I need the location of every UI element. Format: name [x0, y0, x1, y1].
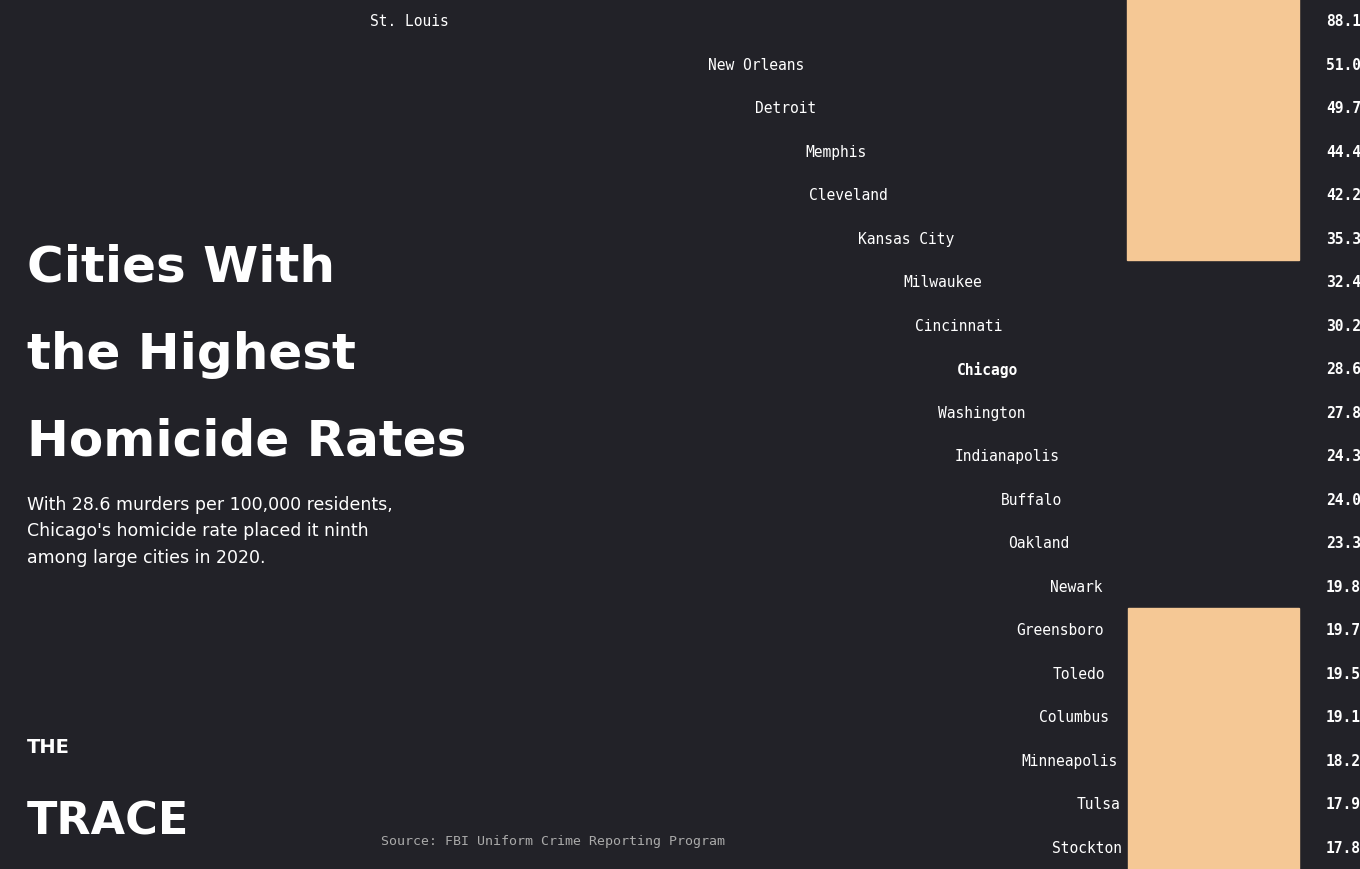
Text: 42.2: 42.2	[1326, 188, 1360, 203]
Text: Detroit: Detroit	[755, 101, 816, 116]
Text: the Highest: the Highest	[27, 330, 356, 378]
Text: Indianapolis: Indianapolis	[955, 448, 1059, 464]
Text: 35.3: 35.3	[1326, 231, 1360, 247]
Text: Newark: Newark	[1050, 579, 1103, 594]
Text: Homicide Rates: Homicide Rates	[27, 417, 466, 465]
Text: 23.3: 23.3	[1326, 535, 1360, 551]
Text: 44.4: 44.4	[1326, 144, 1360, 160]
Text: 18.2: 18.2	[1326, 753, 1360, 768]
Text: Chicago: Chicago	[957, 362, 1019, 377]
Text: Buffalo: Buffalo	[1001, 492, 1062, 507]
Text: TRACE: TRACE	[27, 800, 189, 843]
Text: New Orleans: New Orleans	[707, 57, 804, 73]
Text: 30.2: 30.2	[1326, 318, 1360, 334]
Text: 19.1: 19.1	[1326, 709, 1360, 725]
Text: Milwaukee: Milwaukee	[903, 275, 982, 290]
Text: With 28.6 murders per 100,000 residents,
Chicago's homicide rate placed it ninth: With 28.6 murders per 100,000 residents,…	[27, 495, 393, 566]
Text: 27.8: 27.8	[1326, 405, 1360, 421]
Text: Tulsa: Tulsa	[1077, 796, 1121, 812]
Text: Minneapolis: Minneapolis	[1021, 753, 1118, 768]
Text: Toledo: Toledo	[1053, 666, 1106, 681]
Text: Cleveland: Cleveland	[809, 188, 888, 203]
Text: 24.3: 24.3	[1326, 448, 1360, 464]
Text: Columbus: Columbus	[1039, 709, 1110, 725]
Text: Source: FBI Uniform Crime Reporting Program: Source: FBI Uniform Crime Reporting Prog…	[381, 834, 725, 847]
Text: Kansas City: Kansas City	[858, 231, 955, 247]
Text: THE: THE	[27, 737, 71, 756]
Text: 17.8: 17.8	[1326, 839, 1360, 855]
Text: Cincinnati: Cincinnati	[915, 318, 1002, 334]
Text: Memphis: Memphis	[806, 144, 868, 160]
Text: Stockton: Stockton	[1051, 839, 1122, 855]
Text: 19.7: 19.7	[1326, 622, 1360, 638]
Text: 17.9: 17.9	[1326, 796, 1360, 812]
Text: 51.0: 51.0	[1326, 57, 1360, 73]
Text: 88.1: 88.1	[1326, 14, 1360, 30]
Text: 19.8: 19.8	[1326, 579, 1360, 594]
Text: Washington: Washington	[938, 405, 1025, 421]
Text: Greensboro: Greensboro	[1016, 622, 1103, 638]
Text: 19.5: 19.5	[1326, 666, 1360, 681]
Text: 49.7: 49.7	[1326, 101, 1360, 116]
Text: 24.0: 24.0	[1326, 492, 1360, 507]
Text: Oakland: Oakland	[1008, 535, 1069, 551]
Text: 28.6: 28.6	[1326, 362, 1360, 377]
Text: St. Louis: St. Louis	[370, 14, 449, 30]
Text: Cities With: Cities With	[27, 243, 335, 291]
Text: 32.4: 32.4	[1326, 275, 1360, 290]
